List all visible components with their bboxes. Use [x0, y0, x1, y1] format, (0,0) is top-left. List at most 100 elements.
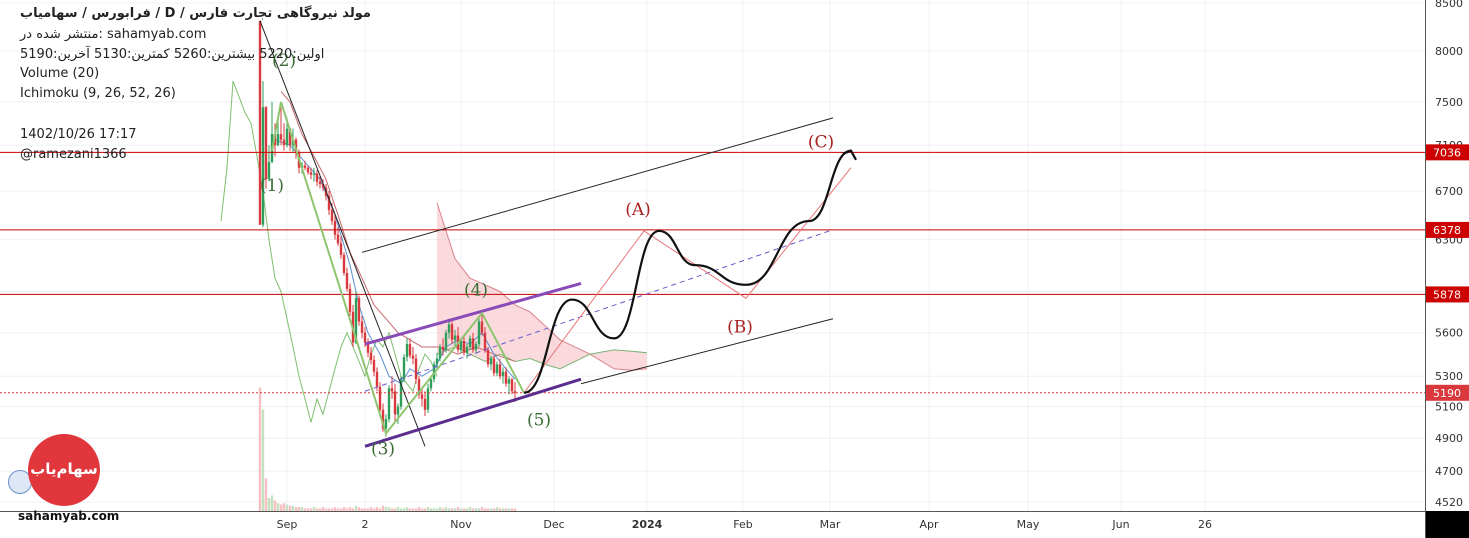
candle-body	[468, 338, 472, 347]
wave-label: (A)	[625, 200, 651, 220]
candle-body	[507, 379, 511, 384]
volume-bar	[267, 498, 271, 511]
candle-body	[378, 386, 382, 410]
volume-bars	[258, 387, 517, 511]
volume-bar	[339, 508, 343, 511]
x-tick-label: Sep	[277, 518, 298, 531]
trendline-drawings	[259, 20, 857, 448]
volume-bar	[258, 387, 262, 511]
chart-datetime: 1402/10/26 17:17	[20, 127, 137, 142]
candle-body	[348, 288, 352, 312]
candle-body	[426, 388, 430, 410]
volume-bar	[480, 507, 484, 511]
trendline	[580, 318, 834, 385]
published-on: منتشر شده در: sahamyab.com	[20, 27, 207, 42]
volume-bar	[420, 508, 424, 511]
volume-bar	[303, 508, 307, 511]
candle-body	[429, 379, 433, 389]
y-tick-label: 5100	[1435, 401, 1463, 414]
level-price-tag: 5878	[1433, 288, 1461, 301]
candle-body	[408, 344, 412, 356]
volume-bar	[315, 508, 319, 511]
volume-bar	[276, 503, 280, 511]
volume-bar	[432, 508, 436, 511]
level-price-tag-bg	[1426, 144, 1469, 161]
volume-bar	[504, 508, 508, 511]
candle-body	[366, 342, 370, 353]
candle-body	[363, 332, 367, 343]
x-tick-label: Dec	[543, 518, 564, 531]
volume-bar	[372, 508, 376, 511]
candle-body	[315, 173, 319, 182]
candle-body	[411, 355, 415, 359]
candle-body	[420, 394, 424, 399]
volume-bar	[279, 504, 283, 511]
volume-bar	[459, 508, 463, 511]
candle-body	[393, 391, 397, 415]
trendline	[259, 20, 426, 447]
candle-body	[276, 134, 280, 146]
candle-body	[450, 324, 454, 340]
ichimoku-indicator-label[interactable]: Ichimoku (9, 26, 52, 26)	[20, 86, 176, 101]
volume-bar	[495, 507, 499, 511]
volume-bar	[384, 507, 388, 511]
chart-title: مولد نیروگاهی تجارت فارس / D / فرابورس /…	[20, 6, 371, 21]
candle-body	[501, 371, 505, 377]
volume-bar	[318, 508, 322, 511]
y-tick-label: 7500	[1435, 96, 1463, 109]
volume-bar	[489, 508, 493, 511]
volume-indicator-label[interactable]: Volume (20)	[20, 66, 100, 81]
volume-bar	[264, 478, 268, 511]
candle-body	[474, 344, 478, 350]
candle-body	[513, 391, 517, 393]
last-price-tag-bg	[1426, 384, 1469, 401]
candle-body	[354, 298, 358, 343]
candle-body	[414, 358, 418, 380]
volume-bar	[462, 508, 466, 511]
wave-labels: (1) (2) (3) (4) (5) (A) (B) (C)	[260, 51, 834, 460]
candle-body	[453, 335, 457, 340]
volume-bar	[330, 508, 334, 511]
candle-body	[381, 409, 385, 429]
candle-body	[486, 349, 490, 365]
candle-body	[288, 128, 292, 146]
candle-body	[357, 298, 361, 322]
volume-bar	[312, 507, 316, 511]
candle-body	[375, 371, 379, 387]
volume-bar	[426, 507, 430, 511]
trendline	[364, 229, 834, 392]
volume-bar	[351, 508, 355, 511]
candle-body	[258, 20, 262, 225]
volume-bar	[327, 508, 331, 511]
candle-body	[498, 364, 502, 377]
candle-body	[330, 210, 334, 222]
ichimoku-span-b	[436, 202, 648, 371]
volume-bar	[381, 505, 385, 511]
candle-body	[267, 162, 271, 180]
last-price-tag: 5190	[1433, 387, 1461, 400]
volume-bar	[378, 508, 382, 511]
level-price-tag: 6378	[1433, 224, 1461, 237]
volume-bar	[336, 508, 340, 511]
volume-bar	[492, 508, 496, 511]
volume-bar	[306, 508, 310, 511]
x-tick-label: Feb	[733, 518, 752, 531]
volume-bar	[477, 508, 481, 511]
chart-author: @ramezani1366	[20, 147, 127, 162]
volume-bar	[369, 507, 373, 511]
volume-bar	[321, 507, 325, 511]
candle-body	[372, 359, 376, 372]
volume-bar	[453, 508, 457, 511]
candle-body	[342, 254, 346, 273]
horizontal-levels	[0, 151, 1425, 394]
candle-body	[471, 338, 475, 350]
volume-bar	[501, 508, 505, 511]
wave-label: (2)	[272, 51, 296, 71]
volume-bar	[429, 508, 433, 511]
volume-bar	[402, 508, 406, 511]
volume-bar	[450, 508, 454, 511]
volume-bar	[399, 508, 403, 511]
x-tick-label: May	[1017, 518, 1040, 531]
candle-body	[402, 357, 406, 380]
volume-bar	[288, 505, 292, 511]
